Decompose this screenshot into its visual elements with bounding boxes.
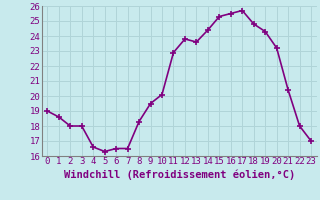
X-axis label: Windchill (Refroidissement éolien,°C): Windchill (Refroidissement éolien,°C) bbox=[64, 169, 295, 180]
